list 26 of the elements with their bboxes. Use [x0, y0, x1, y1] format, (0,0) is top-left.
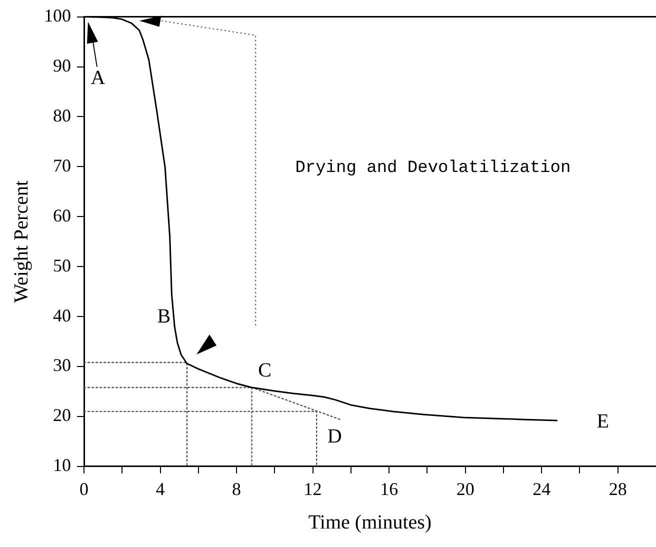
y-tick-label: 30: [53, 355, 71, 376]
x-tick-label: 0: [80, 478, 88, 499]
x-tick-label: 16: [380, 478, 398, 499]
y-tick-label: 50: [53, 255, 71, 276]
y-axis-title: Weight Percent: [10, 180, 32, 303]
annotation: A: [90, 67, 106, 90]
annotation: Drying and Devolatilization: [295, 158, 571, 178]
x-tick-label: 20: [456, 478, 474, 499]
annotation: D: [327, 426, 342, 448]
annotation: E: [596, 410, 609, 433]
y-tick-label: 40: [53, 305, 71, 326]
x-tick-label: 4: [156, 478, 165, 499]
y-tick-label: 100: [44, 6, 71, 26]
y-tick-label: 60: [53, 205, 71, 226]
y-tick-label: 20: [53, 405, 71, 426]
annotation: C: [258, 360, 272, 382]
x-tick-label: 24: [532, 478, 551, 499]
annotation: B: [157, 306, 171, 328]
y-tick-label: 10: [53, 455, 71, 476]
x-tick-label: 8: [232, 478, 242, 499]
x-tick-label: 28: [608, 478, 627, 499]
x-tick-label: 12: [304, 478, 322, 499]
y-tick-label: 90: [53, 55, 71, 76]
y-tick-label: 80: [53, 105, 71, 126]
x-axis-title: Time (minutes): [308, 511, 432, 534]
y-tick-label: 70: [53, 155, 71, 176]
